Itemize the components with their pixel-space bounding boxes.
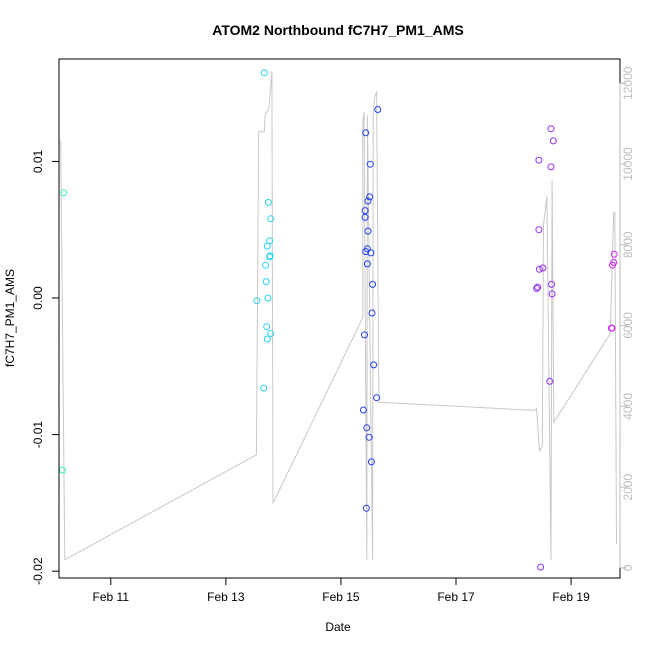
y2-axis: 0 2000 4000 6000 8000 10000 12000 bbox=[619, 66, 635, 571]
y2-tick-label: 10000 bbox=[621, 147, 635, 181]
data-point bbox=[260, 384, 268, 392]
data-point bbox=[260, 69, 268, 77]
data-point bbox=[533, 285, 541, 292]
data-point bbox=[535, 226, 543, 234]
data-point bbox=[535, 156, 543, 164]
data-point bbox=[539, 264, 547, 272]
data-point bbox=[60, 189, 68, 197]
data-point bbox=[266, 252, 274, 260]
data-point bbox=[365, 433, 373, 441]
data-point bbox=[549, 137, 557, 145]
x-axis: Feb 11 Feb 13 Feb 15 Feb 17 Feb 19 bbox=[93, 577, 590, 604]
plot-frame bbox=[58, 58, 621, 579]
data-point bbox=[361, 207, 369, 215]
data-point bbox=[547, 163, 555, 171]
data-point bbox=[267, 330, 275, 337]
data-point bbox=[535, 265, 543, 273]
data-point bbox=[267, 215, 275, 223]
y2-tick-label: 8000 bbox=[621, 231, 635, 258]
data-point bbox=[608, 324, 616, 332]
y2-tick-label: 2000 bbox=[621, 473, 635, 500]
data-point bbox=[367, 249, 375, 257]
data-point bbox=[266, 237, 274, 245]
x-axis-label: Date bbox=[325, 620, 351, 634]
x-tick-label: Feb 11 bbox=[93, 590, 130, 604]
data-point bbox=[359, 406, 367, 414]
y-tick-label: 0.00 bbox=[31, 286, 45, 310]
data-point bbox=[253, 297, 261, 305]
y2-tick-label: 0 bbox=[621, 564, 635, 571]
data-point bbox=[363, 424, 371, 432]
y2-tick-label: 6000 bbox=[621, 312, 635, 339]
data-point bbox=[610, 259, 618, 266]
y-tick-label: 0.01 bbox=[31, 149, 45, 173]
y-axis-label: fC7H7_PM1_AMS bbox=[3, 269, 17, 367]
x-tick-label: Feb 19 bbox=[552, 590, 590, 604]
data-point bbox=[363, 260, 371, 268]
data-point bbox=[361, 331, 368, 339]
x-tick-label: Feb 17 bbox=[437, 590, 475, 604]
data-point bbox=[370, 361, 378, 369]
data-point bbox=[361, 213, 369, 221]
data-point bbox=[262, 278, 270, 286]
data-point bbox=[534, 283, 542, 291]
data-point bbox=[368, 309, 376, 317]
chart-title: ATOM2 Northbound fC7H7_PM1_AMS bbox=[212, 22, 464, 38]
data-point bbox=[263, 323, 271, 331]
data-point bbox=[366, 193, 374, 201]
data-point bbox=[363, 245, 371, 253]
data-point bbox=[374, 106, 382, 113]
data-point bbox=[362, 129, 370, 137]
data-point bbox=[59, 466, 66, 474]
data-point bbox=[263, 335, 271, 343]
data-point bbox=[610, 250, 618, 258]
y2-tick-label: 12000 bbox=[621, 66, 635, 100]
data-point bbox=[367, 458, 375, 466]
data-point bbox=[366, 160, 374, 168]
data-point bbox=[264, 198, 272, 206]
x-tick-label: Feb 15 bbox=[322, 590, 360, 604]
data-point bbox=[362, 504, 370, 512]
data-point bbox=[548, 290, 556, 298]
data-point bbox=[548, 280, 555, 288]
y-tick-label: -0.02 bbox=[31, 557, 45, 585]
data-point bbox=[547, 125, 555, 133]
data-point bbox=[369, 280, 377, 288]
data-point bbox=[364, 227, 372, 235]
data-point bbox=[364, 197, 372, 205]
data-point bbox=[537, 563, 545, 571]
secondary-series-line bbox=[60, 71, 617, 561]
data-point bbox=[264, 294, 272, 302]
data-point bbox=[262, 261, 270, 269]
data-point bbox=[546, 377, 554, 385]
data-point bbox=[373, 394, 381, 402]
secondary-line-layer bbox=[60, 71, 617, 561]
y-axis: -0.02 -0.01 0.00 0.01 bbox=[31, 149, 60, 585]
y-tick-label: -0.01 bbox=[31, 421, 45, 449]
x-tick-label: Feb 13 bbox=[207, 590, 245, 604]
y2-tick-label: 4000 bbox=[621, 393, 635, 420]
points-layer bbox=[59, 69, 618, 571]
